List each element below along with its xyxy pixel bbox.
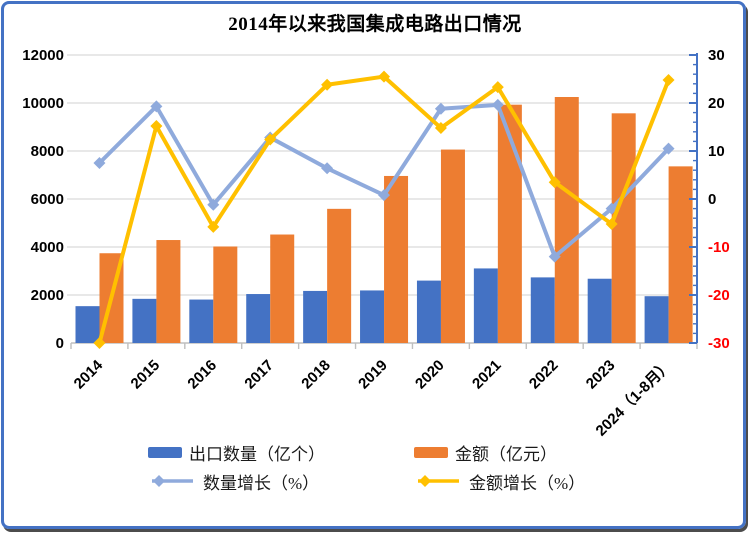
legend-swatch-amount-bar: [414, 446, 448, 458]
right-axis: [689, 53, 698, 344]
line-series-0: [93, 98, 675, 263]
svg-text:2023: 2023: [583, 357, 619, 393]
legend-item-amount-growth: 金额增长（%）: [414, 470, 628, 493]
svg-text:-30: -30: [708, 335, 730, 352]
legend-item-amount: 金额（亿元）: [414, 441, 628, 464]
svg-text:-20: -20: [708, 287, 730, 304]
svg-text:2015: 2015: [128, 357, 164, 393]
legend-item-export-quantity: 出口数量（亿个）: [148, 441, 414, 464]
legend-label-amount-growth: 金额增长（%）: [469, 473, 586, 493]
legend-item-quantity-growth: 数量增长（%）: [148, 470, 414, 493]
svg-text:0: 0: [56, 335, 64, 352]
svg-text:2000: 2000: [31, 287, 64, 304]
bar-series-1: [99, 97, 693, 344]
bar-series-0: [75, 268, 669, 343]
svg-text:2020: 2020: [412, 357, 448, 393]
svg-text:2021: 2021: [469, 357, 505, 393]
line-series-1: [93, 70, 675, 349]
svg-text:2019: 2019: [355, 357, 391, 393]
legend-label-export-quantity: 出口数量（亿个）: [189, 444, 325, 464]
x-axis: [70, 342, 698, 349]
chart-legend: 出口数量（亿个） 金额（亿元） 数量增长（%） 金额增长（%）: [148, 441, 628, 493]
svg-text:10000: 10000: [22, 95, 64, 112]
legend-label-amount: 金额（亿元）: [455, 444, 557, 464]
chart-title: 2014年以来我国集成电路出口情况: [228, 14, 522, 35]
svg-text:2016: 2016: [184, 357, 220, 393]
svg-text:6000: 6000: [31, 191, 64, 208]
svg-text:10: 10: [708, 143, 725, 160]
legend-swatch-quantity-bar: [148, 446, 182, 458]
svg-text:-10: -10: [708, 239, 730, 256]
left-axis-labels: 0 2000 4000 6000 8000 10000 12000: [22, 47, 64, 352]
svg-text:20: 20: [708, 95, 725, 112]
svg-text:30: 30: [708, 47, 725, 64]
svg-text:8000: 8000: [31, 143, 64, 160]
legend-label-quantity-growth: 数量增长（%）: [203, 473, 320, 493]
legend-swatch-amount-growth-line: [418, 475, 459, 487]
svg-text:4000: 4000: [31, 239, 64, 256]
right-axis-labels: -30 -20 -10 0 10 20 30: [708, 47, 730, 352]
legend-swatch-quantity-growth-line: [152, 475, 193, 487]
svg-text:12000: 12000: [22, 47, 64, 64]
svg-text:2017: 2017: [241, 357, 277, 393]
svg-text:0: 0: [708, 191, 716, 208]
svg-text:2014: 2014: [71, 356, 107, 392]
svg-text:2018: 2018: [298, 357, 334, 393]
x-axis-labels: 2014 2015 2016 2017 2018 2019 2020 2021 2022 2023…: [71, 356, 676, 439]
svg-text:2022: 2022: [526, 357, 562, 393]
